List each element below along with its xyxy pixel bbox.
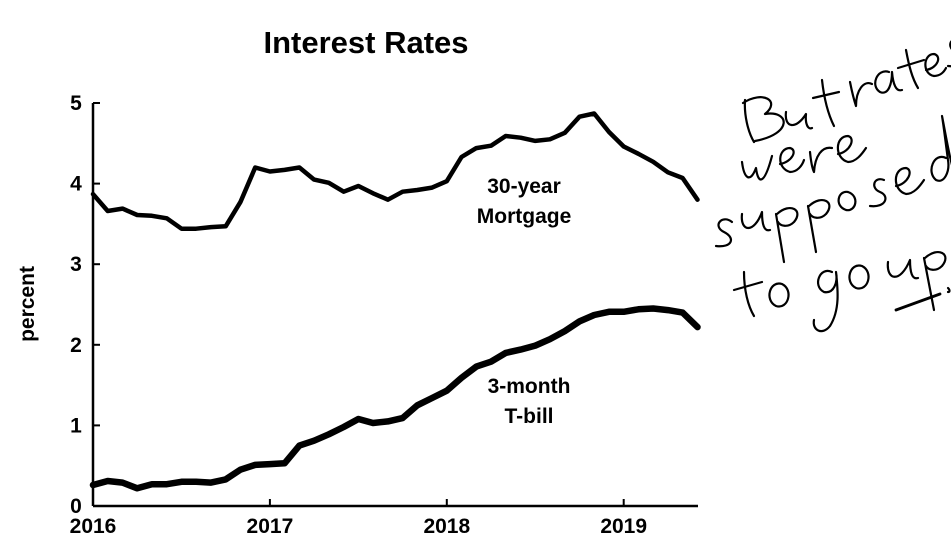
- handwritten-annotation: [714, 40, 951, 333]
- series-layer: [89, 111, 701, 492]
- y-tick-label: 4: [70, 173, 82, 196]
- x-tick-label: 2017: [247, 515, 294, 538]
- series-line-tbill: [89, 305, 701, 492]
- series-label-tbill-line1: 3-month: [488, 375, 571, 398]
- x-axis-ticks: 2016 2017 2018 2019: [70, 499, 647, 538]
- series-label-tbill-line2: T-bill: [505, 405, 554, 428]
- y-axis-ticks: 0 1 2 3 4 5: [70, 92, 100, 518]
- series-label-mortgage-line1: 30-year: [487, 175, 561, 198]
- chart-title: Interest Rates: [263, 25, 468, 60]
- y-tick-label: 2: [70, 334, 82, 357]
- y-tick-label: 1: [70, 414, 82, 437]
- x-tick-label: 2019: [600, 515, 647, 538]
- series-line-mortgage: [90, 111, 700, 231]
- y-tick-label: 0: [70, 495, 82, 518]
- x-tick-label: 2016: [70, 515, 117, 538]
- handwritten-line-were: [740, 134, 868, 181]
- y-tick-label: 3: [70, 253, 82, 276]
- series-label-mortgage-line2: Mortgage: [477, 205, 572, 228]
- handwritten-line-to-go-up: [732, 250, 951, 333]
- y-axis-label: percent: [16, 266, 39, 342]
- y-tick-label: 5: [70, 92, 82, 115]
- x-tick-label: 2018: [423, 515, 470, 538]
- handwritten-line-supposed: [714, 114, 951, 264]
- handwritten-line-but-rates: [741, 40, 951, 144]
